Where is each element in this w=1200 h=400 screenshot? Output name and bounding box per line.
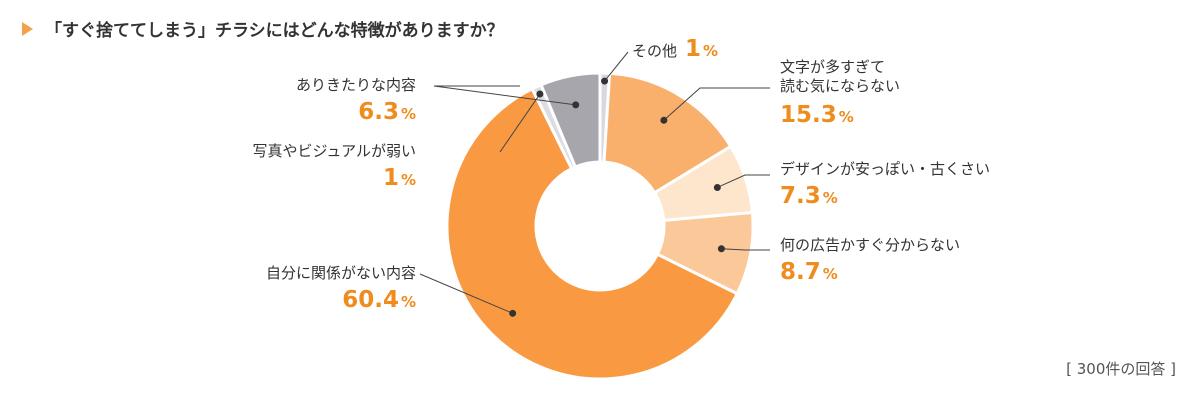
leader-line-weak-visual: [499, 93, 541, 153]
chart-title-row: 「すぐ捨ててしまう」チラシにはどんな特徴がありますか？: [22, 16, 504, 41]
label-irrelevant-value: 60.4%: [342, 287, 416, 313]
leader-line-other: [604, 51, 629, 82]
label-weak-visual: 写真やビジュアルが弱い 1%: [252, 142, 416, 195]
label-irrelevant-name: 自分に関係がない内容: [265, 264, 416, 282]
response-count-note: [ 300件の回答 ]: [1066, 360, 1176, 378]
leader-line-unclear-ad: [721, 248, 770, 251]
label-unclear-ad-name: 何の広告かすぐ分からない: [780, 236, 961, 254]
leader-line-too-much-text: [663, 87, 770, 121]
label-other-value: 1%: [685, 36, 719, 62]
label-other-name: その他: [632, 42, 678, 60]
label-ordinary: ありきたりな内容 6.3%: [296, 76, 416, 129]
label-too-much-text: 文字が多すぎて 読む気にならない 15.3%: [780, 58, 900, 132]
label-other: その他 1%: [632, 34, 718, 66]
label-irrelevant: 自分に関係がない内容 60.4%: [266, 264, 416, 317]
label-too-much-text-line2: 読む気にならない: [780, 77, 901, 95]
label-weak-visual-value: 1%: [382, 165, 416, 191]
slice-irrelevant: [445, 86, 740, 381]
label-ordinary-value: 6.3%: [358, 99, 416, 125]
label-too-much-text-value: 15.3%: [780, 102, 854, 128]
label-ordinary-name: ありきたりな内容: [295, 76, 416, 94]
leader-dot-ordinary: [572, 101, 580, 109]
leader-dot-unclear-ad: [717, 245, 725, 253]
label-too-much-text-line1: 文字が多すぎて: [780, 58, 886, 76]
leader-dot-too-much-text: [660, 116, 668, 124]
label-cheap-design-name: デザインが安っぽい・古くさい: [780, 160, 991, 178]
label-unclear-ad: 何の広告かすぐ分からない 8.7%: [780, 236, 960, 289]
label-cheap-design: デザインが安っぽい・古くさい 7.3%: [780, 160, 990, 213]
leader-line-cheap-design: [717, 174, 770, 188]
leader-dot-other: [601, 77, 609, 85]
leader-line-ordinary: [433, 85, 576, 106]
chart-title: 「すぐ捨ててしまう」チラシにはどんな特徴がありますか？: [45, 21, 504, 41]
triangle-marker-icon: [22, 21, 33, 36]
label-weak-visual-name: 写真やビジュアルが弱い: [252, 142, 416, 160]
label-cheap-design-value: 7.3%: [780, 183, 838, 209]
leader-dot-cheap-design: [713, 183, 721, 191]
leader-line-irrelevant: [419, 273, 513, 314]
leader-dot-weak-visual: [536, 90, 544, 98]
slice-ordinary: [539, 71, 602, 169]
slice-too-much-text: [602, 71, 733, 195]
label-unclear-ad-value: 8.7%: [780, 259, 838, 285]
leader-dot-irrelevant: [509, 309, 517, 317]
